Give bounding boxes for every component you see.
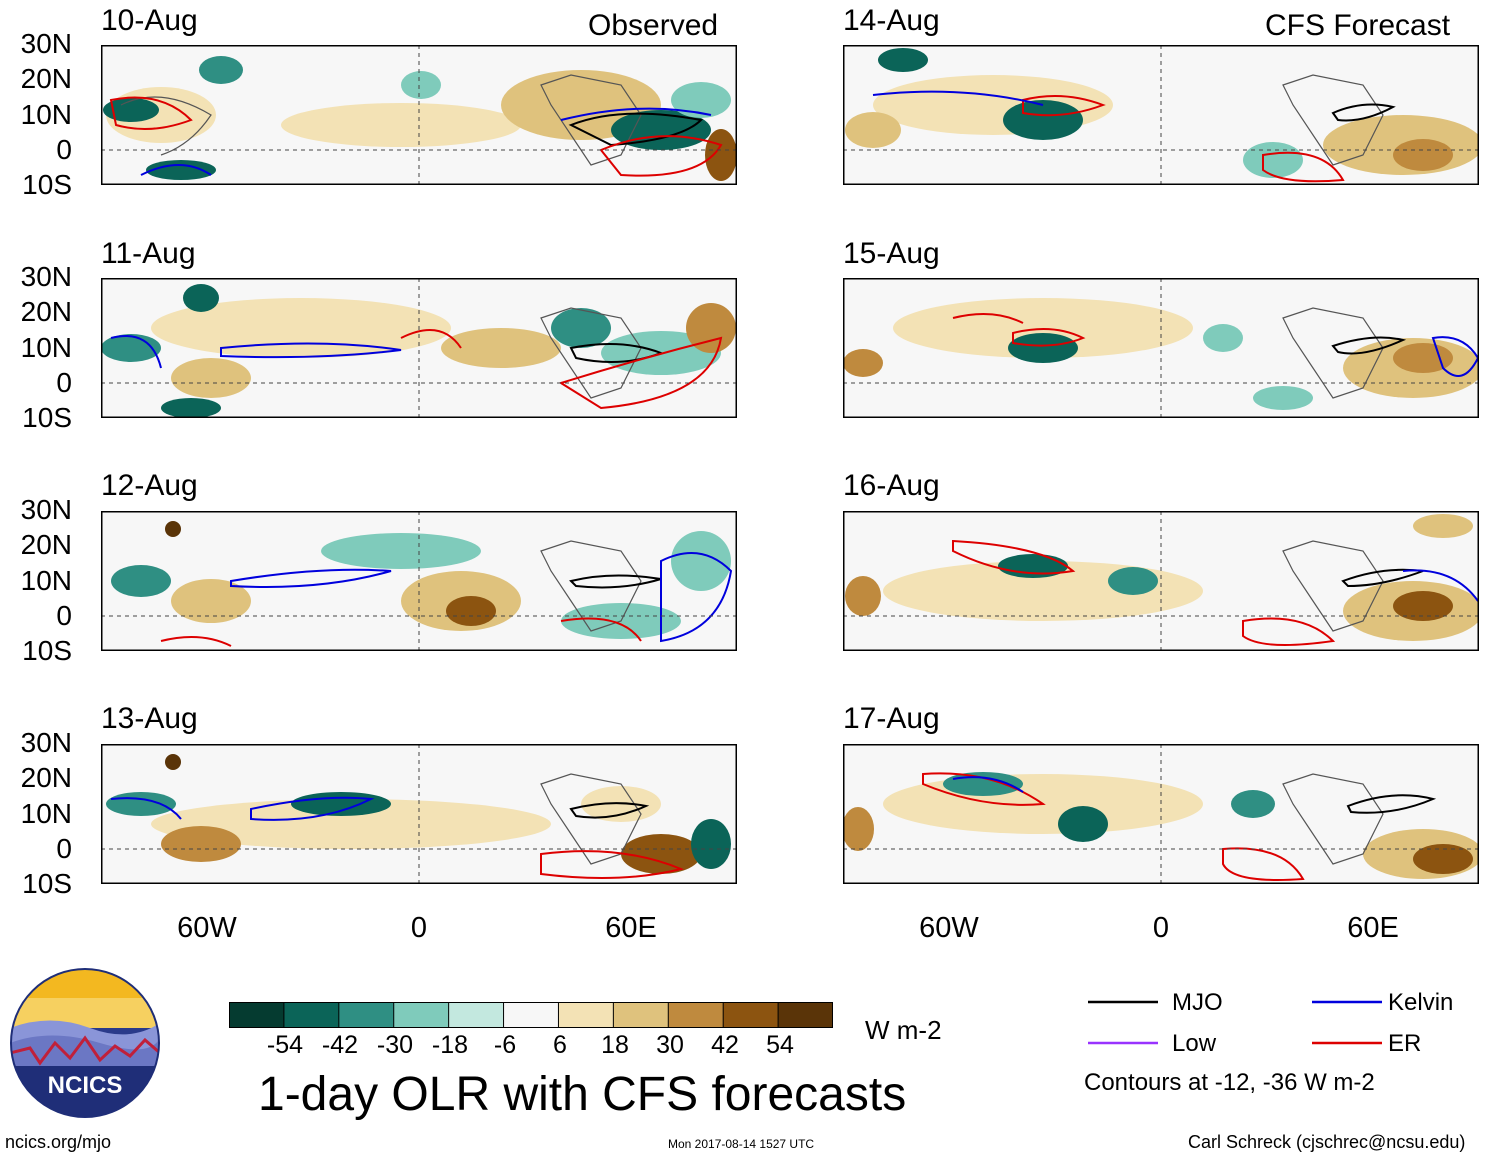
lat-label: 0 [56,600,72,631]
footer-timestamp: Mon 2017-08-14 1527 UTC [668,1137,815,1151]
lat-label: 10N [20,99,72,130]
lat-label: 0 [56,367,72,398]
colorbar-label: -42 [321,1031,359,1059]
lon-label-forecast: 0 [1152,912,1170,944]
colorbar-label: -54 [266,1031,304,1059]
legend-contour-note: Contours at -12, -36 W m-2 [1084,1069,1375,1096]
panel-date-forecast-1: 14-Aug [843,4,940,37]
lat-label: 20N [20,63,72,94]
lat-label: 10N [20,798,72,829]
colorbar-swatch [448,1002,505,1028]
footer-url: ncics.org/mjo [5,1132,112,1152]
legend-swatch-kelvin [1312,1000,1382,1004]
lon-label-forecast: 60W [919,912,979,944]
lat-label: 30N [20,727,72,758]
colorbar-units: W m-2 [865,1015,942,1045]
olr-map-observed-4 [101,744,737,884]
legend-swatch-mjo [1088,1000,1158,1004]
lat-label: 10N [20,565,72,596]
olr-map-forecast-2 [843,278,1479,418]
panel-date-observed-1: 10-Aug [101,4,198,37]
legend-label-mjo: MJO [1172,989,1223,1016]
colorbar-label: 6 [553,1031,567,1059]
footer-author: Carl Schreck (cjschrec@ncsu.edu) [1188,1132,1466,1152]
legend-swatch-low [1088,1041,1158,1045]
lon-label-forecast: 60E [1347,912,1399,944]
olr-map-forecast-3 [843,511,1479,651]
logo-text: NCICS [48,1072,123,1099]
lon-label-observed: 60W [177,912,237,944]
lon-label-observed: 0 [410,912,428,944]
colorbar-label: 54 [766,1031,794,1059]
lon-label-observed: 60E [605,912,657,944]
colorbar-label: -6 [493,1031,517,1059]
lat-label: 10S [22,635,72,666]
lat-label: 10S [22,868,72,899]
colorbar-swatch [229,1002,285,1028]
panel-date-forecast-4: 17-Aug [843,702,940,735]
lat-label: 0 [56,833,72,864]
observed-header: Observed [588,9,719,42]
lat-label: 20N [20,762,72,793]
legend-label-kelvin: Kelvin [1388,989,1454,1016]
colorbar-swatch [777,1002,833,1028]
olr-map-observed-3 [101,511,737,651]
lat-label: 20N [20,529,72,560]
olr-map-forecast-4 [843,744,1479,884]
lat-label: 20N [20,296,72,327]
lat-label: 10S [22,169,72,200]
colorbar-label: 18 [601,1031,629,1059]
ncics-logo: NCICS [10,968,160,1118]
panel-date-forecast-2: 15-Aug [843,237,940,270]
colorbar-swatch [667,1002,725,1028]
lat-label: 10S [22,402,72,433]
lat-label: 10N [20,332,72,363]
lat-label: 30N [20,261,72,292]
olr-map-forecast-1 [843,45,1479,185]
colorbar-label: 30 [656,1031,684,1059]
legend-label-low: Low [1172,1030,1217,1057]
colorbar-swatch [393,1002,450,1028]
colorbar-swatch [557,1002,615,1028]
olr-map-observed-2 [101,278,737,418]
forecast-header: CFS Forecast [1265,9,1451,42]
panel-date-observed-2: 11-Aug [101,237,196,270]
colorbar-swatch [612,1002,670,1028]
panel-date-observed-3: 12-Aug [101,469,198,502]
colorbar-label: -18 [431,1031,469,1059]
colorbar-label: 42 [711,1031,739,1059]
colorbar-label: -30 [376,1031,414,1059]
panel-date-observed-4: 13-Aug [101,702,198,735]
colorbar [229,1002,833,1028]
lat-label: 0 [56,134,72,165]
figure-title: 1-day OLR with CFS forecasts [258,1068,907,1121]
colorbar-swatch [503,1002,560,1028]
panel-date-forecast-3: 16-Aug [843,469,940,502]
colorbar-swatch [338,1002,395,1028]
colorbar-swatch [722,1002,780,1028]
legend-swatch-er [1312,1041,1382,1045]
olr-map-observed-1 [101,45,737,185]
lat-label: 30N [20,28,72,59]
colorbar-swatch [283,1002,340,1028]
legend-label-er: ER [1388,1030,1422,1057]
lat-label: 30N [20,494,72,525]
